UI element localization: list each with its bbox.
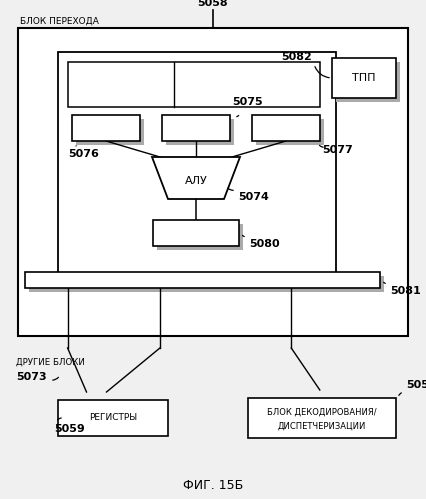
Bar — [18, 28, 408, 336]
Text: 5076: 5076 — [68, 149, 99, 159]
Text: АЛУ: АЛУ — [184, 176, 207, 186]
Bar — [153, 220, 239, 246]
Text: 5059: 5059 — [54, 424, 85, 434]
Bar — [58, 400, 168, 436]
Bar — [336, 62, 400, 102]
Text: 5074: 5074 — [238, 192, 269, 202]
Text: ДРУГИЕ БЛОКИ: ДРУГИЕ БЛОКИ — [16, 358, 85, 367]
Bar — [256, 119, 324, 145]
Text: ТПП: ТПП — [352, 73, 376, 83]
Text: 5073: 5073 — [16, 372, 46, 382]
Text: ФИГ. 15Б: ФИГ. 15Б — [183, 479, 243, 492]
Bar — [252, 115, 320, 141]
Bar — [25, 272, 380, 288]
Text: 5077: 5077 — [322, 145, 353, 155]
Polygon shape — [152, 157, 240, 199]
Text: 5075: 5075 — [232, 97, 262, 107]
Text: БЛОК ДЕКОДИРОВАНИЯ/: БЛОК ДЕКОДИРОВАНИЯ/ — [267, 408, 377, 417]
Bar — [72, 115, 140, 141]
Bar — [76, 119, 144, 145]
Bar — [248, 398, 396, 438]
Bar — [68, 62, 320, 107]
Bar — [166, 119, 234, 145]
Text: РЕГИСТРЫ: РЕГИСТРЫ — [89, 414, 137, 423]
Bar — [162, 115, 230, 141]
Bar — [157, 224, 243, 250]
Text: 5058: 5058 — [198, 0, 228, 8]
Text: 5080: 5080 — [249, 239, 279, 249]
Text: 5056: 5056 — [406, 380, 426, 390]
Text: 5082: 5082 — [281, 52, 312, 62]
Text: ДИСПЕТЧЕРИЗАЦИИ: ДИСПЕТЧЕРИЗАЦИИ — [278, 422, 366, 431]
Bar — [58, 52, 336, 284]
Text: 5081: 5081 — [390, 286, 421, 296]
Text: БЛОК ПЕРЕХОДА: БЛОК ПЕРЕХОДА — [20, 17, 99, 26]
Bar — [29, 276, 384, 292]
Bar — [332, 58, 396, 98]
